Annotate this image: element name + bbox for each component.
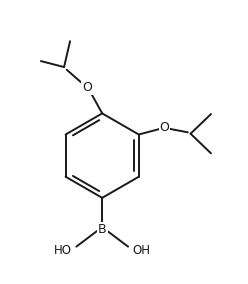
Text: OH: OH — [132, 245, 150, 258]
Text: O: O — [160, 121, 170, 134]
Text: B: B — [98, 223, 106, 236]
Text: O: O — [82, 81, 92, 94]
Text: HO: HO — [54, 245, 72, 258]
